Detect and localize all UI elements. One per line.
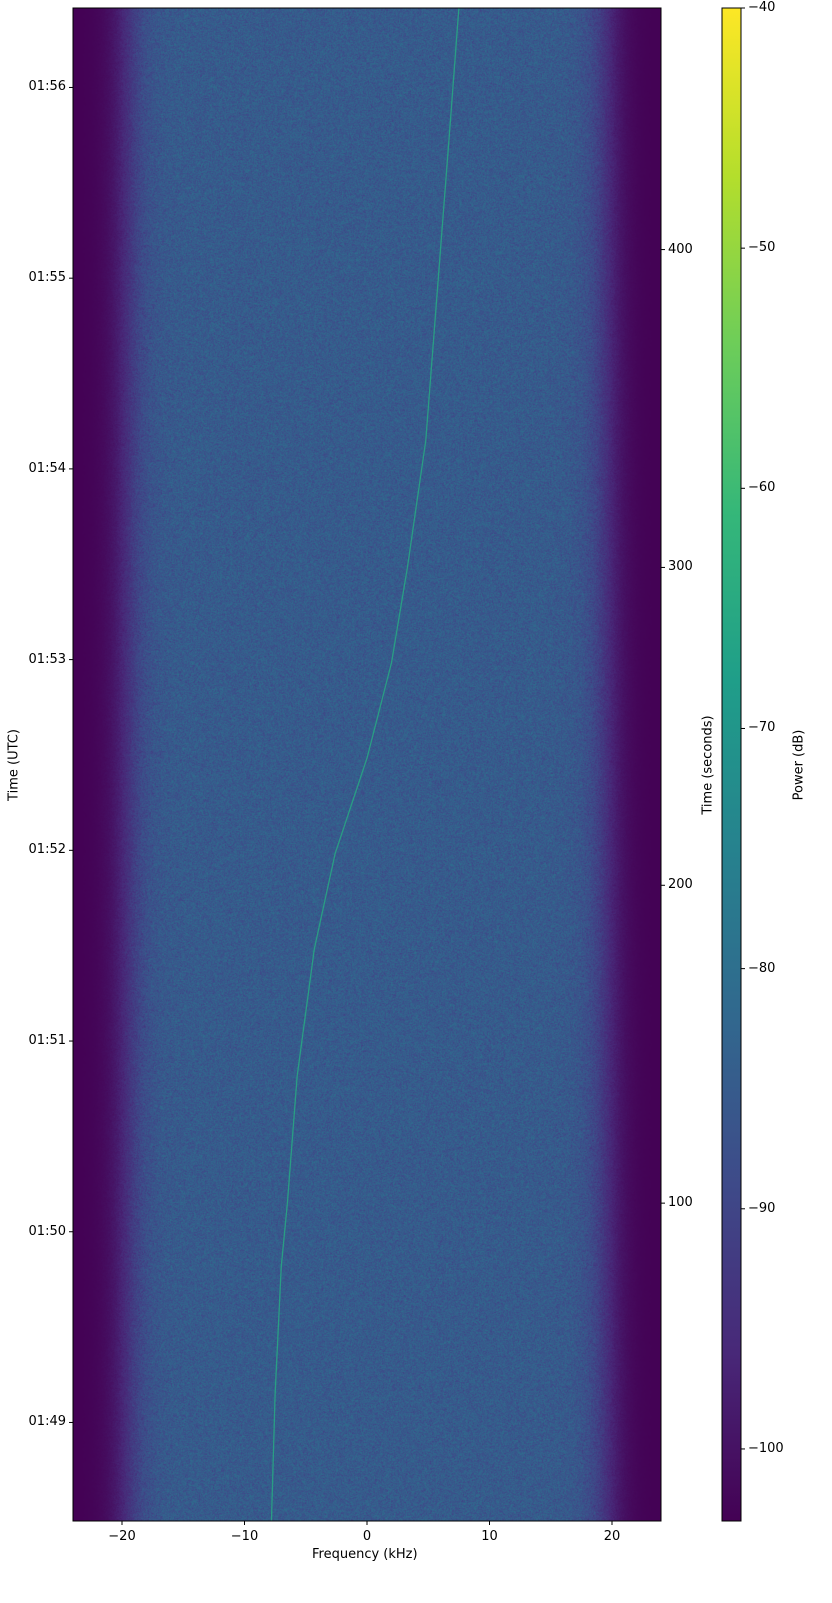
y-right-tick-label: 300 — [668, 559, 693, 574]
y-left-tick-label: 01:55 — [29, 270, 66, 285]
y-left-tick-label: 01:49 — [29, 1414, 66, 1429]
y-left-tick-label: 01:51 — [29, 1033, 66, 1048]
y-axis-left-label: Time (UTC) — [7, 729, 22, 801]
y-right-tick-label: 100 — [668, 1195, 693, 1210]
colorbar-tick-label: −50 — [748, 240, 775, 255]
y-right-tick-label: 200 — [668, 877, 693, 892]
colorbar-tick-label: −90 — [748, 1201, 775, 1216]
x-tick-label: −10 — [231, 1529, 258, 1544]
colorbar-tick-label: −70 — [748, 720, 775, 735]
colorbar — [722, 8, 741, 1521]
y-left-tick-label: 01:54 — [29, 461, 66, 476]
x-tick-label: 0 — [363, 1529, 371, 1544]
x-tick-label: −20 — [108, 1529, 135, 1544]
x-axis-label: Frequency (kHz) — [312, 1547, 418, 1562]
y-right-tick-label: 400 — [668, 242, 693, 257]
y-left-tick-label: 01:56 — [29, 79, 66, 94]
spectrogram-heatmap — [73, 8, 661, 1521]
y-left-tick-label: 01:53 — [29, 652, 66, 667]
colorbar-tick-label: −100 — [748, 1441, 784, 1456]
y-left-tick-label: 01:50 — [29, 1224, 66, 1239]
y-axis-right-label: Time (seconds) — [701, 715, 716, 814]
x-tick-label: 10 — [481, 1529, 498, 1544]
colorbar-tick-label: −40 — [748, 0, 775, 15]
y-left-tick-label: 01:52 — [29, 842, 66, 857]
x-tick-label: 20 — [604, 1529, 621, 1544]
colorbar-tick-label: −80 — [748, 961, 775, 976]
colorbar-label: Power (dB) — [792, 730, 807, 801]
colorbar-tick-label: −60 — [748, 480, 775, 495]
